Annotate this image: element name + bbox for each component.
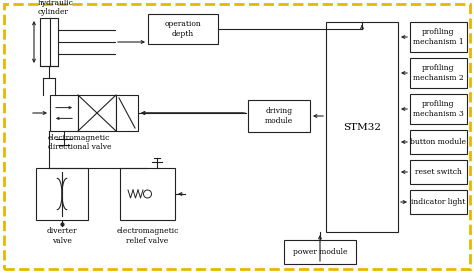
- Text: reset switch: reset switch: [415, 168, 462, 176]
- Bar: [284, 240, 356, 264]
- Bar: [326, 22, 398, 232]
- Text: indicator light: indicator light: [411, 198, 465, 206]
- Text: driving
module: driving module: [265, 107, 293, 124]
- Bar: [410, 58, 467, 88]
- Bar: [410, 160, 467, 184]
- Circle shape: [144, 190, 152, 198]
- Text: electromagnetic
relief valve: electromagnetic relief valve: [116, 227, 179, 245]
- Text: profiling
mechanism 1: profiling mechanism 1: [413, 28, 464, 46]
- Text: hydraulic
cylinder: hydraulic cylinder: [38, 0, 74, 16]
- Bar: [410, 22, 467, 52]
- Bar: [116, 95, 138, 131]
- Text: profiling
mechanism 2: profiling mechanism 2: [413, 64, 464, 82]
- Bar: [36, 168, 88, 220]
- Text: profiling
mechanism 3: profiling mechanism 3: [413, 100, 464, 118]
- Text: STM32: STM32: [343, 123, 381, 132]
- Text: power module: power module: [293, 248, 347, 256]
- Bar: [50, 95, 78, 131]
- Bar: [248, 100, 310, 132]
- Bar: [120, 168, 175, 220]
- Bar: [410, 190, 467, 214]
- Text: diverter
valve: diverter valve: [46, 227, 77, 245]
- Bar: [148, 14, 218, 44]
- Text: electromagnetic
directional valve: electromagnetic directional valve: [48, 134, 111, 151]
- Bar: [78, 95, 116, 131]
- Bar: [40, 18, 58, 66]
- Text: button module: button module: [410, 138, 466, 146]
- Bar: [410, 94, 467, 124]
- Text: operation
depth: operation depth: [164, 20, 201, 38]
- Bar: [410, 130, 467, 154]
